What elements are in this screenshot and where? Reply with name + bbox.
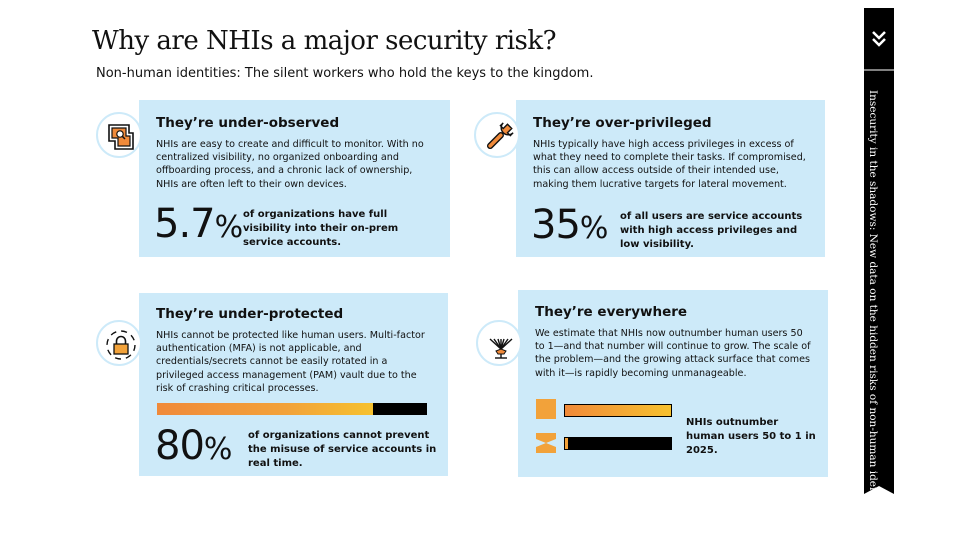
stat-under-observed-caption: of organizations have full visibility in… bbox=[243, 209, 399, 248]
card-everywhere-body: We estimate that NHIs now outnumber huma… bbox=[535, 328, 811, 379]
card-under-protected bbox=[139, 293, 448, 476]
stat-under-protected-value: 80 bbox=[155, 423, 205, 469]
stat-under-protected-unit: % bbox=[203, 432, 232, 467]
protection-bar bbox=[157, 403, 427, 415]
monitor-frame-icon bbox=[96, 112, 142, 158]
page-title: Why are NHIs a major security risk? bbox=[92, 26, 557, 56]
double-chevron-down-icon bbox=[872, 31, 886, 47]
card-over-privileged-body: NHIs typically have high access privileg… bbox=[533, 139, 806, 190]
report-banner[interactable] bbox=[864, 8, 894, 494]
nhi-square-icon bbox=[536, 399, 556, 419]
card-everywhere-title: They’re everywhere bbox=[535, 304, 688, 320]
nhi-ratio-bar bbox=[564, 404, 672, 417]
stat-under-observed: 5.7% bbox=[154, 201, 243, 247]
wrench-icon bbox=[474, 112, 520, 158]
card-under-protected-title: They’re under-protected bbox=[156, 306, 344, 322]
human-ratio-bar-fill bbox=[565, 438, 568, 449]
padlock-icon bbox=[96, 320, 142, 366]
stat-under-observed-unit: % bbox=[214, 210, 243, 245]
protection-bar-fill bbox=[157, 403, 373, 415]
network-antenna-icon bbox=[476, 320, 522, 366]
card-over-privileged-title: They’re over-privileged bbox=[533, 115, 712, 131]
page-subtitle: Non-human identities: The silent workers… bbox=[96, 66, 594, 81]
stat-over-privileged-unit: % bbox=[579, 211, 608, 246]
card-under-observed-title: They’re under-observed bbox=[156, 115, 340, 131]
stat-under-protected-caption: of organizations cannot prevent the misu… bbox=[248, 430, 437, 469]
card-under-observed bbox=[139, 100, 450, 257]
card-under-observed-body: NHIs are easy to create and difficult to… bbox=[156, 139, 424, 190]
stat-everywhere-caption: NHIs outnumber human users 50 to 1 in 20… bbox=[686, 417, 816, 456]
stat-over-privileged-caption: of all users are service accounts with h… bbox=[620, 211, 803, 250]
stat-under-protected: 80% bbox=[155, 423, 232, 469]
stat-over-privileged: 35% bbox=[531, 202, 608, 248]
card-under-protected-body: NHIs cannot be protected like human user… bbox=[156, 330, 425, 394]
stat-under-observed-value: 5.7 bbox=[154, 201, 216, 247]
nhi-ratio-bar-fill bbox=[565, 405, 671, 416]
card-over-privileged bbox=[516, 100, 825, 257]
human-ratio-bar bbox=[564, 437, 672, 450]
human-hourglass-icon bbox=[536, 433, 556, 453]
stat-over-privileged-value: 35 bbox=[531, 202, 581, 248]
report-banner-title: Insecurity in the shadows: New data on t… bbox=[867, 90, 879, 521]
